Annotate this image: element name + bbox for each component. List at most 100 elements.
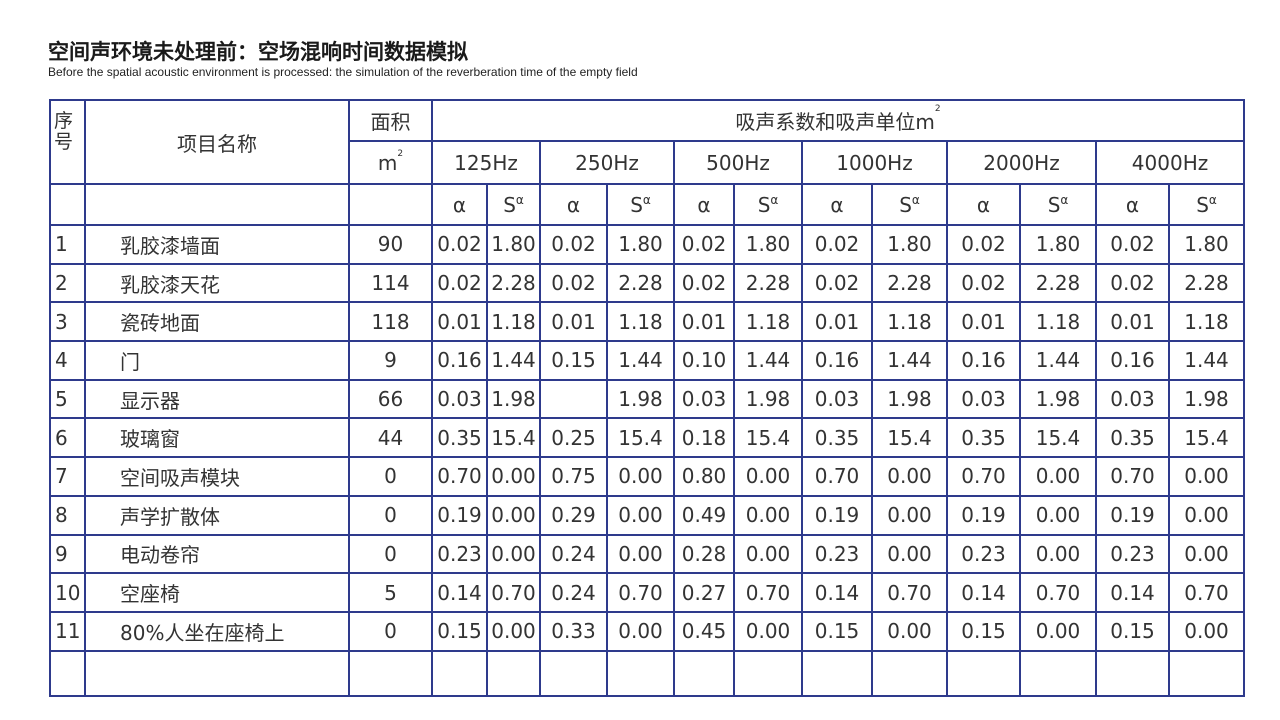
empty-cell — [673, 649, 735, 697]
area-cell: 5 — [348, 572, 433, 613]
s-alpha-cell: 0.00 — [1167, 533, 1246, 575]
s-alpha-header: Sα — [1167, 183, 1246, 226]
alpha-cell: 0.35 — [1095, 417, 1170, 459]
empty-cell — [49, 183, 86, 226]
empty-cell — [946, 649, 1021, 697]
s-alpha-cell: 1.44 — [733, 340, 803, 381]
empty-cell — [84, 183, 350, 226]
s-alpha-cell: 1.98 — [486, 378, 541, 420]
s-alpha-cell: 2.28 — [733, 262, 803, 304]
alpha-cell: 0.19 — [431, 494, 488, 536]
s-alpha-cell: 0.00 — [1019, 494, 1097, 536]
row-index: 10 — [49, 572, 86, 613]
alpha-cell: 0.70 — [1095, 456, 1170, 497]
name-header: 项目名称 — [84, 99, 350, 185]
s-alpha-base: S — [899, 192, 912, 217]
row-index: 7 — [49, 456, 86, 497]
area-cell: 9 — [348, 340, 433, 381]
s-alpha-cell: 0.00 — [871, 494, 948, 536]
alpha-cell: 0.16 — [946, 340, 1021, 381]
alpha-cell: 0.02 — [539, 224, 608, 265]
alpha-cell: 0.16 — [431, 340, 488, 381]
s-alpha-base: S — [630, 192, 643, 217]
item-name: 乳胶漆墙面 — [84, 224, 350, 265]
alpha-cell: 0.03 — [946, 378, 1021, 420]
s-alpha-cell: 1.80 — [1019, 224, 1097, 265]
alpha-label: α — [1125, 192, 1140, 217]
empty-cell — [801, 649, 873, 697]
alpha-cell: 0.27 — [673, 572, 735, 613]
empty-cell — [1019, 649, 1097, 697]
row-index: 9 — [49, 533, 86, 575]
table-row: 5 显示器 66 0.03 1.98 1.98 0.03 1.98 0.03 1.98 0.03 1.… — [49, 378, 1246, 420]
table-row — [49, 649, 1246, 697]
table-row: 6 玻璃窗 44 0.35 15.4 0.25 15.4 0.18 15.4 0.35 15.4 0.… — [49, 417, 1246, 459]
alpha-cell: 0.02 — [431, 224, 488, 265]
frequency-header: 4000Hz — [1094, 140, 1246, 185]
s-alpha-cell: 0.00 — [486, 456, 541, 497]
s-alpha-header: Sα — [486, 183, 541, 226]
s-alpha-base: S — [1047, 192, 1061, 217]
frequency-label: 1000Hz — [836, 150, 913, 175]
alpha-cell: 0.03 — [1095, 378, 1170, 420]
alpha-cell: 0.02 — [673, 262, 735, 304]
s-alpha-sup: α — [911, 192, 920, 207]
alpha-cell: 0.14 — [1095, 572, 1170, 613]
alpha-cell: 0.01 — [539, 301, 608, 343]
s-alpha-sup: α — [770, 192, 779, 207]
s-alpha-cell: 1.80 — [733, 224, 803, 265]
alpha-cell: 0.33 — [539, 610, 608, 652]
alpha-cell: 0.15 — [431, 610, 488, 652]
alpha-cell: 0.25 — [539, 417, 608, 459]
s-alpha-cell: 0.00 — [1019, 456, 1097, 497]
frequency-header: 125Hz — [431, 140, 541, 185]
alpha-cell: 0.02 — [946, 224, 1021, 265]
s-alpha-header: Sα — [733, 183, 803, 226]
empty-cell — [486, 649, 541, 697]
s-alpha-cell: 1.80 — [1167, 224, 1246, 265]
alpha-label: α — [697, 192, 711, 217]
empty-cell — [539, 649, 608, 697]
table-row: 7 空间吸声模块 0 0.70 0.00 0.75 0.00 0.80 0.00 0.70 0.00… — [49, 456, 1246, 497]
frequency-label: 250Hz — [575, 150, 639, 175]
alpha-cell: 0.15 — [539, 340, 608, 381]
s-alpha-cell: 1.18 — [1019, 301, 1097, 343]
frequency-header: 500Hz — [673, 140, 803, 185]
s-alpha-cell: 0.00 — [733, 610, 803, 652]
empty-cell — [84, 649, 350, 697]
frequency-header: 250Hz — [539, 140, 675, 185]
frequency-header: 2000Hz — [946, 140, 1097, 185]
s-alpha-cell: 1.98 — [733, 378, 803, 420]
name-header-text: 项目名称 — [177, 131, 257, 156]
s-alpha-cell: 2.28 — [1019, 262, 1097, 304]
row-index: 6 — [49, 417, 86, 459]
s-alpha-cell: 2.28 — [606, 262, 675, 304]
s-alpha-cell: 1.80 — [871, 224, 948, 265]
row-index: 5 — [49, 378, 86, 420]
alpha-cell: 0.02 — [673, 224, 735, 265]
alpha-cell: 0.16 — [801, 340, 873, 381]
empty-cell — [1095, 649, 1170, 697]
alpha-cell: 0.49 — [673, 494, 735, 536]
empty-cell — [348, 183, 433, 226]
s-alpha-cell: 0.70 — [486, 572, 541, 613]
alpha-cell: 0.23 — [801, 533, 873, 575]
alpha-cell: 0.29 — [539, 494, 608, 536]
empty-cell — [348, 649, 433, 697]
alpha-cell: 0.03 — [801, 378, 873, 420]
alpha-cell: 0.01 — [673, 301, 735, 343]
alpha-cell: 0.19 — [946, 494, 1021, 536]
s-alpha-header: Sα — [606, 183, 675, 226]
area-cell: 0 — [348, 494, 433, 536]
item-name: 乳胶漆天花 — [84, 262, 350, 304]
s-alpha-cell: 2.28 — [486, 262, 541, 304]
alpha-cell: 0.10 — [673, 340, 735, 381]
row-index: 8 — [49, 494, 86, 536]
item-name: 门 — [84, 340, 350, 381]
subtitle: Before the spatial acoustic environment … — [48, 65, 638, 79]
item-name: 电动卷帘 — [84, 533, 350, 575]
index-header: 序号 — [49, 99, 86, 185]
area-header-text: 面积 — [370, 110, 411, 134]
alpha-label: α — [830, 192, 844, 217]
